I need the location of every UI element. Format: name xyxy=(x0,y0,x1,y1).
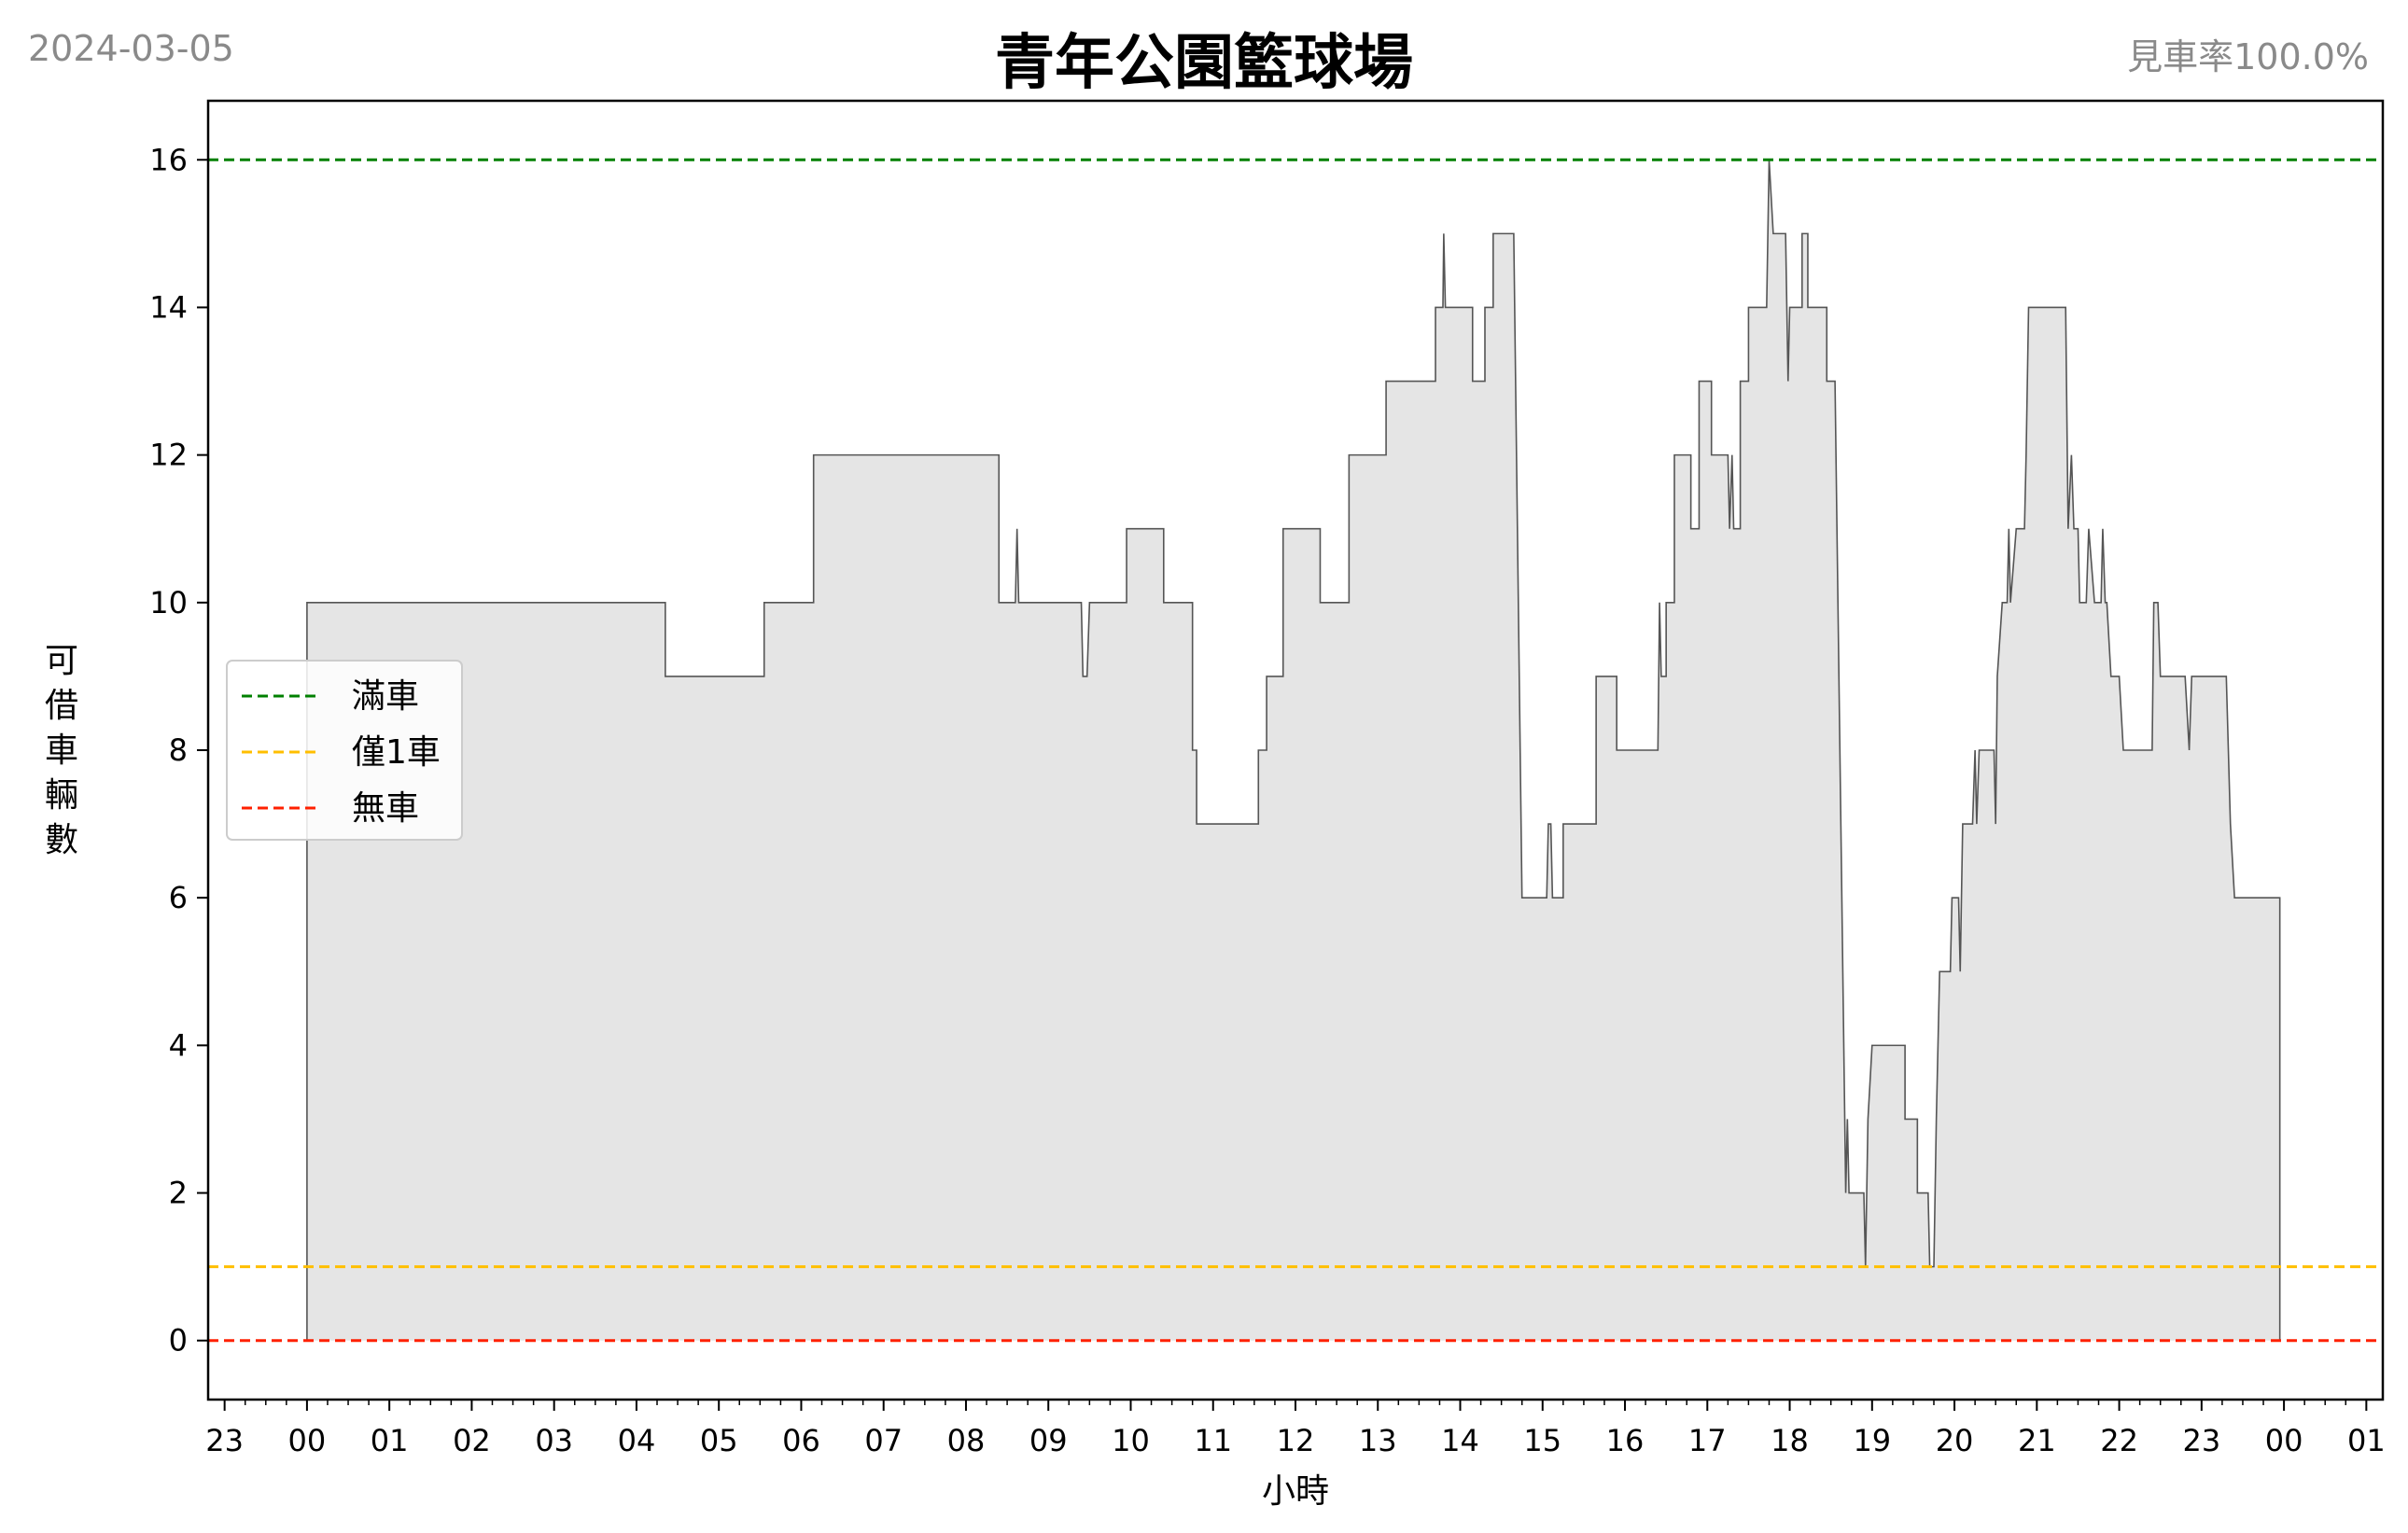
y-axis-label-char: 車 xyxy=(45,732,78,770)
y-tick-label: 10 xyxy=(149,585,188,620)
chart-title: 青年公園籃球場 xyxy=(995,29,1413,98)
availability-rate: 見車率100.0% xyxy=(2127,36,2369,77)
series-line xyxy=(306,160,2281,1341)
y-axis-label-char: 借 xyxy=(45,687,78,725)
y-tick-label: 16 xyxy=(149,142,188,177)
x-tick-label: 07 xyxy=(864,1423,903,1458)
x-tick-label: 12 xyxy=(1277,1423,1315,1458)
x-tick-label: 09 xyxy=(1029,1423,1068,1458)
x-tick-label: 10 xyxy=(1112,1423,1150,1458)
series-area-fill xyxy=(306,160,2280,1341)
y-axis-label-char: 數 xyxy=(45,821,78,859)
x-tick-label: 08 xyxy=(947,1423,986,1458)
y-axis-label: 可借車輛數 xyxy=(45,642,78,859)
x-tick-label: 17 xyxy=(1688,1423,1727,1458)
x-tick-label: 00 xyxy=(2265,1423,2303,1458)
x-tick-label: 19 xyxy=(1853,1423,1891,1458)
x-tick-label: 23 xyxy=(2182,1423,2220,1458)
y-tick-label: 4 xyxy=(169,1027,188,1063)
y-tick-label: 0 xyxy=(169,1323,188,1359)
x-tick-label: 14 xyxy=(1441,1423,1479,1458)
x-tick-label: 05 xyxy=(700,1423,738,1458)
x-tick-label: 23 xyxy=(205,1423,244,1458)
legend-entry: 僅1車 xyxy=(352,733,441,772)
y-tick-label: 14 xyxy=(149,289,188,325)
x-tick-label: 18 xyxy=(1771,1423,1809,1458)
x-tick-label: 20 xyxy=(1936,1423,1974,1458)
legend-box xyxy=(226,660,463,841)
y-tick-label: 6 xyxy=(169,880,188,915)
x-tick-label: 21 xyxy=(2018,1423,2056,1458)
x-tick-label: 01 xyxy=(2347,1423,2386,1458)
x-tick-label: 16 xyxy=(1606,1423,1645,1458)
legend-entry: 滿車 xyxy=(352,677,419,716)
x-tick-label: 01 xyxy=(371,1423,409,1458)
x-tick-label: 03 xyxy=(535,1423,573,1458)
y-axis-label-char: 輛 xyxy=(45,776,78,815)
x-tick-label: 13 xyxy=(1359,1423,1397,1458)
x-tick-label: 04 xyxy=(618,1423,656,1458)
x-tick-label: 00 xyxy=(288,1423,327,1458)
y-tick-label: 8 xyxy=(169,732,188,768)
x-axis-label: 小時 xyxy=(1262,1472,1329,1511)
y-tick-label: 12 xyxy=(149,438,188,473)
y-tick-label: 2 xyxy=(169,1176,188,1211)
plot-layer xyxy=(208,158,2383,1343)
x-tick-label: 15 xyxy=(1523,1423,1561,1458)
legend-entry: 無車 xyxy=(352,789,419,828)
date-label: 2024-03-05 xyxy=(28,28,234,69)
x-tick-label: 22 xyxy=(2100,1423,2138,1458)
y-axis-label-char: 可 xyxy=(45,642,78,680)
x-tick-label: 02 xyxy=(453,1423,491,1458)
x-tick-label: 06 xyxy=(782,1423,820,1458)
x-tick-label: 11 xyxy=(1194,1423,1232,1458)
